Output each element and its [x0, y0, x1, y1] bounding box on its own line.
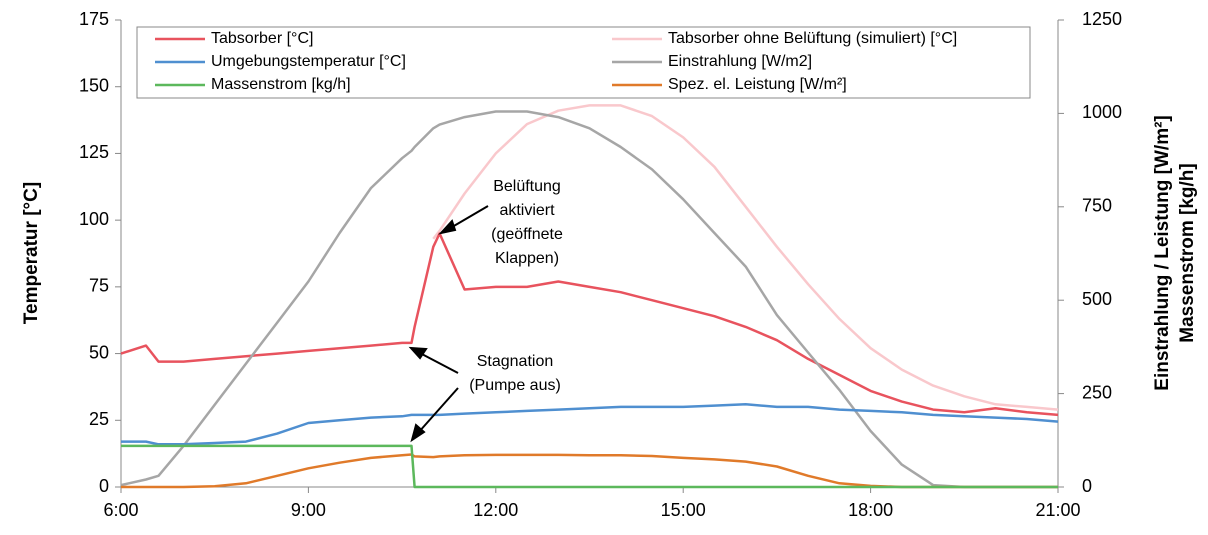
legend-label: Tabsorber ohne Belüftung (simuliert) [°C… — [668, 30, 957, 47]
series-line — [121, 444, 1058, 489]
series-line — [121, 453, 1058, 489]
y-tick-label: 150 — [79, 75, 109, 95]
legend-label: Spez. el. Leistung [W/m²] — [668, 76, 847, 93]
x-tick-label: 15:00 — [661, 500, 706, 520]
x-tick-label: 9:00 — [291, 500, 326, 520]
y-tick-label: 175 — [79, 9, 109, 29]
series-line — [120, 232, 1059, 417]
legend: Tabsorber [°C] Tabsorber ohne Belüftung (… — [136, 26, 1031, 99]
x-tick-label: 12:00 — [473, 500, 518, 520]
y-tick-label: 0 — [99, 476, 109, 496]
y-tick-label: 75 — [89, 276, 109, 296]
y-tick-label: 25 — [89, 409, 109, 429]
y2-tick-label: 750 — [1082, 196, 1112, 216]
y2-tick-label: 500 — [1082, 289, 1112, 309]
legend-label: Massenstrom [kg/h] — [211, 76, 351, 93]
y-tick-label: 125 — [79, 142, 109, 162]
annotation: aktiviert — [499, 202, 555, 219]
legend-label: Einstrahlung [W/m2] — [668, 53, 812, 70]
x-tick-label: 18:00 — [848, 500, 893, 520]
annotation: (geöffnete — [491, 226, 563, 243]
legend-label: Umgebungstemperatur [°C] — [211, 53, 406, 70]
x-tick-label: 6:00 — [103, 500, 138, 520]
y2-tick-label: 0 — [1082, 476, 1092, 496]
y2-tick-label: 250 — [1082, 382, 1112, 402]
y2-tick-label: 1000 — [1082, 102, 1122, 122]
series-line — [120, 110, 1058, 489]
legend-label: Tabsorber [°C] — [211, 30, 313, 47]
y-tick-label: 50 — [89, 342, 109, 362]
y2-tick-label: 1250 — [1082, 9, 1122, 29]
annotation: (Pumpe aus) — [469, 377, 561, 394]
y2-axis-label: Einstrahlung / Leistung [W/m²] — [1152, 115, 1173, 390]
y2-axis-label: Massenstrom [kg/h] — [1177, 163, 1198, 342]
y-tick-label: 100 — [79, 209, 109, 229]
series-line — [121, 403, 1059, 446]
series-line — [432, 104, 1059, 411]
annotation: Stagnation — [477, 353, 554, 370]
annotation-arrows — [408, 205, 489, 443]
annotation: Klappen) — [495, 250, 559, 267]
legend-box — [136, 26, 1031, 99]
y-axis-label: Temperatur [°C] — [21, 182, 42, 324]
annotation: Belüftung — [493, 178, 561, 195]
x-tick-label: 21:00 — [1035, 500, 1080, 520]
